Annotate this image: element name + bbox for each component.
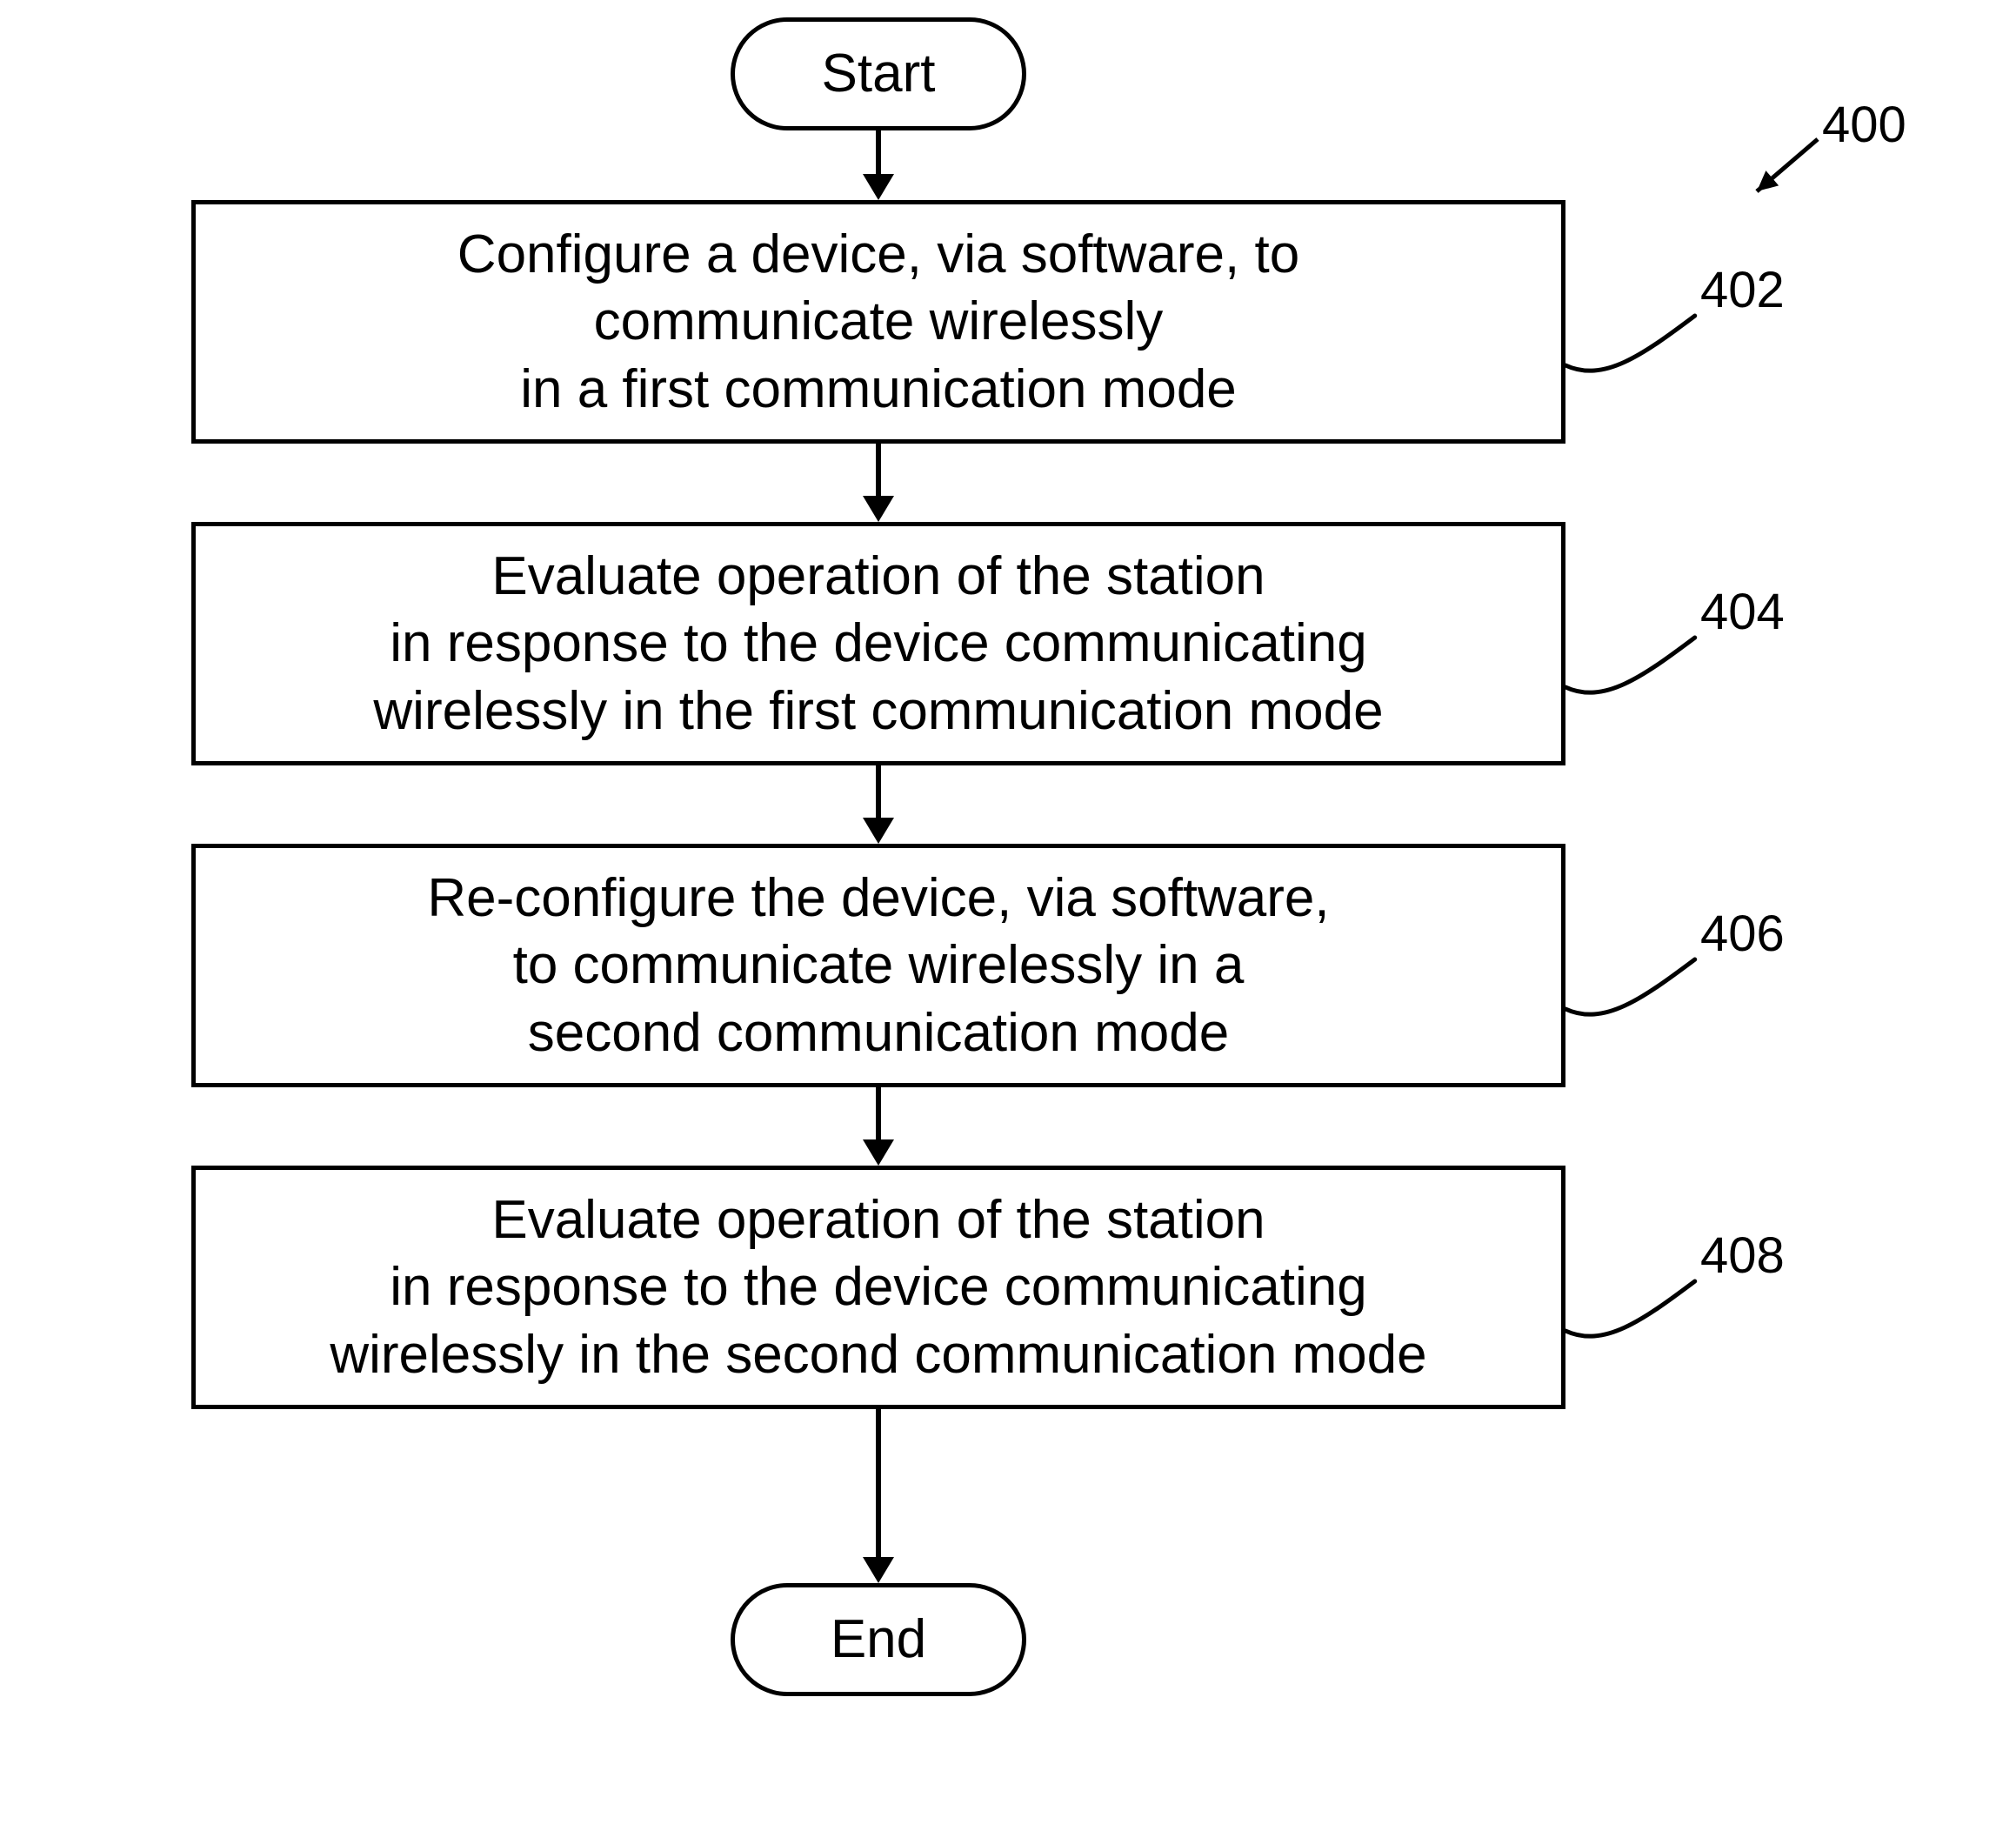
callout-connector-2 xyxy=(1565,631,1718,709)
step1-line3: in a first communication mode xyxy=(520,356,1237,424)
flow-arrow-line xyxy=(876,1409,881,1557)
step3-line3: second communication mode xyxy=(528,999,1229,1067)
callout-connector-1 xyxy=(1565,309,1718,387)
step2-line1: Evaluate operation of the station xyxy=(491,543,1265,611)
terminator-start: Start xyxy=(731,17,1026,130)
flow-arrow-head-icon xyxy=(863,496,894,522)
callout-label-1: 402 xyxy=(1700,261,1785,319)
process-step-4: Evaluate operation of the station in res… xyxy=(191,1166,1565,1409)
step2-line2: in response to the device communicating xyxy=(390,610,1367,678)
step1-line2: communicate wirelessly xyxy=(594,288,1164,356)
flow-arrow-line xyxy=(876,1087,881,1139)
flow-arrow-head-icon xyxy=(863,174,894,200)
callout-connector-4 xyxy=(1565,1274,1718,1353)
process-step-2: Evaluate operation of the station in res… xyxy=(191,522,1565,765)
callout-label-4: 408 xyxy=(1700,1226,1785,1285)
flow-arrow-line xyxy=(876,765,881,818)
step4-line3: wirelessly in the second communication m… xyxy=(330,1321,1426,1389)
process-step-1: Configure a device, via software, to com… xyxy=(191,200,1565,444)
callout-label-3: 406 xyxy=(1700,905,1785,963)
terminator-end-label: End xyxy=(831,1613,926,1667)
flow-arrow-head-icon xyxy=(863,1557,894,1583)
step3-line1: Re-configure the device, via software, xyxy=(427,865,1329,932)
step1-line1: Configure a device, via software, to xyxy=(457,221,1299,289)
flow-arrow-line xyxy=(876,444,881,496)
terminator-start-label: Start xyxy=(822,47,936,101)
flowchart-canvas: Start Configure a device, via software, … xyxy=(0,0,2016,1831)
callout-connector-3 xyxy=(1565,952,1718,1031)
step3-line2: to communicate wirelessly in a xyxy=(513,932,1245,999)
flow-arrow-head-icon xyxy=(863,1139,894,1166)
figure-ref-arrow-icon xyxy=(1739,122,1835,209)
callout-label-2: 404 xyxy=(1700,583,1785,641)
process-step-3: Re-configure the device, via software, t… xyxy=(191,844,1565,1087)
flow-arrow-head-icon xyxy=(863,818,894,844)
flow-arrow-line xyxy=(876,130,881,174)
step4-line1: Evaluate operation of the station xyxy=(491,1186,1265,1254)
terminator-end: End xyxy=(731,1583,1026,1696)
step4-line2: in response to the device communicating xyxy=(390,1253,1367,1321)
step2-line3: wirelessly in the first communication mo… xyxy=(373,678,1383,745)
